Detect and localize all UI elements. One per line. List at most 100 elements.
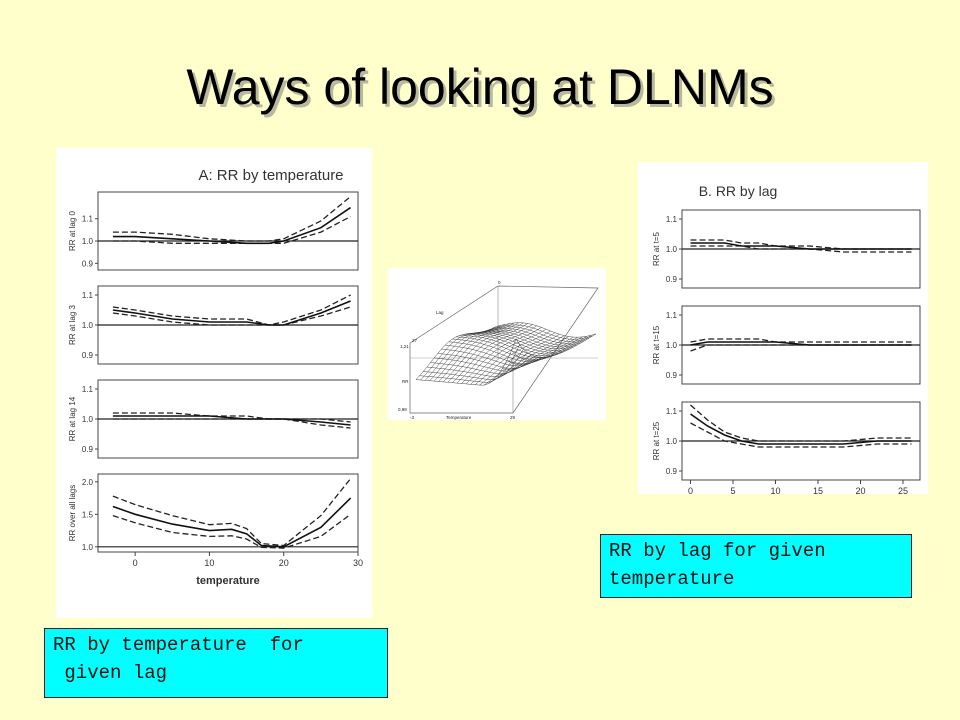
series-estimate bbox=[690, 413, 912, 445]
x-tick-label: 5 bbox=[730, 486, 735, 494]
callout-rr-by-temperature: RR by temperature for given lag bbox=[44, 628, 388, 698]
surface-mesh-line bbox=[470, 330, 551, 385]
y-axis-label: RR at t=25 bbox=[652, 421, 661, 460]
y-tick-label: 1.1 bbox=[82, 215, 94, 224]
x-tick-label: 15 bbox=[813, 486, 823, 494]
y-tick-label: 1.1 bbox=[666, 311, 678, 320]
surface-figure: Lag 0 27 1,21 RR 0,98 -3 Temperature 29 bbox=[388, 268, 606, 420]
chart-title: A: RR by temperature bbox=[198, 167, 343, 184]
rr-axis-label: RR bbox=[402, 379, 409, 384]
surface-mesh-line bbox=[488, 336, 569, 384]
y-axis-label: RR at lag 3 bbox=[68, 304, 77, 345]
x-tick-label: 20 bbox=[279, 558, 289, 568]
x-tick-label: 0 bbox=[133, 558, 138, 568]
y-tick-label: 1.1 bbox=[82, 385, 94, 394]
series-upper-ci bbox=[690, 239, 912, 250]
temperature-range-end: 29 bbox=[510, 415, 516, 420]
y-tick-label: 0.9 bbox=[82, 351, 94, 360]
series-upper-ci bbox=[112, 294, 351, 326]
surface-mesh-line bbox=[456, 325, 538, 384]
series-upper-ci bbox=[690, 404, 912, 442]
rr-by-temperature-figure: A: RR by temperature 0.9 1.0 1.1 RR at lag 0… bbox=[56, 148, 372, 618]
rr-by-temperature-chart: A: RR by temperature 0.9 1.0 1.1 RR at lag 0… bbox=[68, 167, 363, 587]
y-tick-label: 1.0 bbox=[82, 415, 94, 424]
y-tick-label: 1.0 bbox=[666, 437, 678, 446]
series-lower-ci bbox=[690, 245, 912, 253]
surface-mesh-line bbox=[420, 325, 501, 381]
series-estimate bbox=[112, 497, 352, 548]
x-tick-label: 30 bbox=[353, 558, 363, 568]
series-estimate bbox=[690, 242, 912, 250]
series-lower-ci bbox=[112, 513, 351, 549]
surface-mesh-line bbox=[465, 329, 547, 385]
y-tick-label: 0.9 bbox=[666, 371, 678, 380]
x-tick-label: 20 bbox=[855, 486, 865, 494]
rr-range-min: 0,98 bbox=[398, 407, 407, 412]
surface-mesh-line bbox=[434, 322, 515, 382]
surface-mesh-line bbox=[448, 341, 549, 362]
surface-mesh-line bbox=[424, 324, 506, 381]
surface-mesh-line bbox=[430, 354, 531, 375]
y-tick-label: 1.1 bbox=[82, 291, 94, 300]
series-upper-ci bbox=[112, 195, 352, 242]
surface-mesh-line bbox=[474, 332, 556, 385]
surface-mesh-line bbox=[443, 322, 524, 383]
y-tick-label: 1.0 bbox=[82, 321, 94, 330]
surface-mesh-line bbox=[515, 333, 597, 358]
rr-surface-chart: Lag 0 271,21 RR 0,98-3 Temperature 29 bbox=[398, 280, 599, 420]
y-axis-label: RR at t=15 bbox=[652, 325, 661, 364]
y-tick-label: 1.0 bbox=[82, 237, 94, 246]
surface-mesh-line bbox=[452, 324, 533, 383]
series-upper-ci bbox=[112, 478, 352, 547]
lag-axis-label: Lag bbox=[436, 310, 444, 315]
y-tick-label: 0.9 bbox=[666, 275, 678, 284]
rr-by-lag-figure: B. RR by lag 0.9 1.0 1.1 RR at t=5 0.9 1.0 1.1 R… bbox=[638, 162, 928, 496]
y-tick-label: 1.0 bbox=[666, 245, 678, 254]
y-axis-label: RR at lag 14 bbox=[68, 396, 77, 441]
y-tick-label: 1.5 bbox=[82, 510, 94, 519]
y-axis-label: RR at t=5 bbox=[652, 231, 661, 266]
lag-range-end: 27 bbox=[412, 338, 418, 343]
lag-range-start: 0 bbox=[498, 280, 501, 285]
temperature-axis-label: Temperature bbox=[446, 415, 472, 420]
series-lower-ci bbox=[690, 422, 912, 448]
y-tick-label: 1.0 bbox=[666, 341, 678, 350]
series-estimate bbox=[112, 206, 352, 245]
callout-rr-by-lag: RR by lag for given temperature bbox=[600, 534, 912, 598]
y-tick-label: 1.1 bbox=[666, 215, 678, 224]
surface-mesh-line bbox=[479, 334, 560, 386]
y-tick-label: 0.9 bbox=[666, 467, 678, 476]
surface-mesh-line bbox=[438, 322, 519, 382]
rr-by-lag-chart: B. RR by lag 0.9 1.0 1.1 RR at t=5 0.9 1.0 1.1 R… bbox=[652, 183, 921, 496]
surface-mesh-line bbox=[447, 323, 528, 383]
x-tick-label: 10 bbox=[770, 486, 780, 494]
y-tick-label: 0.9 bbox=[82, 445, 94, 454]
series-upper-ci bbox=[690, 338, 912, 343]
series-estimate bbox=[112, 415, 351, 426]
x-tick-label: 10 bbox=[204, 558, 214, 568]
x-tick-label: 0 bbox=[688, 486, 693, 494]
x-axis-label: temperature bbox=[196, 575, 260, 587]
series-estimate bbox=[690, 341, 912, 346]
chart-title: B. RR by lag bbox=[699, 183, 778, 199]
surface-mesh-line bbox=[484, 335, 565, 386]
panel-frame bbox=[97, 191, 359, 271]
y-tick-label: 2.0 bbox=[82, 478, 94, 487]
y-tick-label: 1.1 bbox=[666, 407, 678, 416]
surface-mesh-line bbox=[497, 337, 578, 376]
series-lower-ci bbox=[690, 344, 912, 352]
surface-mesh-line bbox=[429, 323, 510, 381]
x-tick-label: 25 bbox=[898, 486, 908, 494]
y-tick-label: 0.9 bbox=[82, 259, 94, 268]
panel-frame bbox=[97, 473, 359, 553]
surface-mesh-line bbox=[461, 327, 542, 384]
surface-mesh-line bbox=[415, 326, 497, 380]
series-lower-ci bbox=[112, 418, 351, 429]
rr-range-max: 1,21 bbox=[400, 344, 409, 349]
y-axis-label: RR over all lags bbox=[68, 485, 77, 541]
temperature-range-start: -3 bbox=[410, 415, 414, 420]
series-estimate bbox=[112, 300, 351, 326]
slide-title: Ways of looking at DLNMs bbox=[186, 59, 774, 115]
y-tick-label: 1.0 bbox=[82, 543, 94, 552]
y-axis-label: RR at lag 0 bbox=[68, 210, 77, 251]
